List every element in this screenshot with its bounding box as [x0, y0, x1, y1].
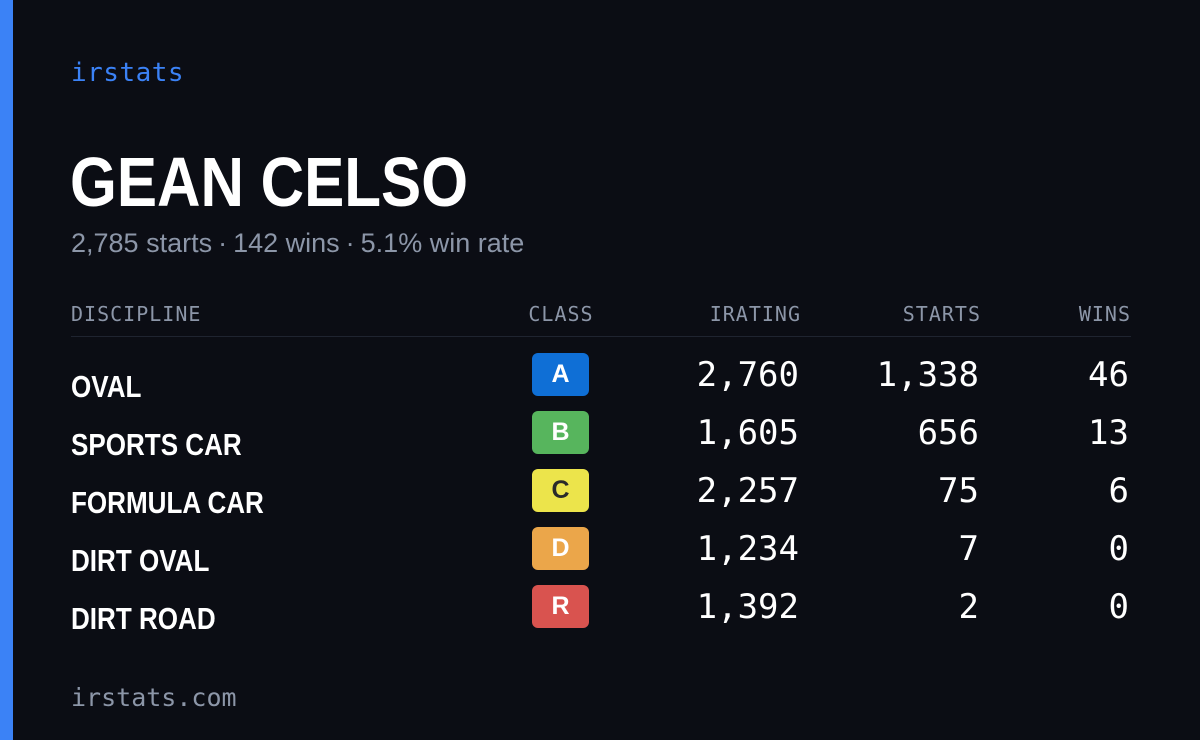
discipline-name: SPORTS CAR [71, 427, 242, 462]
wins-value: 13 [1088, 413, 1129, 453]
wins-value: 46 [1088, 355, 1129, 395]
separator: · [345, 228, 355, 258]
discipline-name: OVAL [71, 369, 142, 404]
driver-summary: 2,785 starts · 142 wins · 5.1% win rate [71, 228, 524, 259]
footer-url[interactable]: irstats.com [71, 683, 237, 712]
table-row: SPORTS CAR B 1,605 656 13 [71, 411, 1131, 469]
separator: · [218, 228, 228, 258]
class-badge: R [532, 585, 589, 628]
table-body: OVAL A 2,760 1,338 46 SPORTS CAR B 1,605… [71, 337, 1131, 643]
starts-value: 7 [958, 529, 979, 569]
irating-value: 2,760 [696, 355, 799, 395]
table-row: OVAL A 2,760 1,338 46 [71, 353, 1131, 411]
discipline-name: DIRT ROAD [71, 601, 216, 636]
table-header: DISCIPLINE CLASS IRATING STARTS WINS [71, 296, 1131, 337]
starts-value: 1,338 [876, 355, 979, 395]
starts-summary: 2,785 starts [71, 228, 213, 258]
class-badge: B [532, 411, 589, 454]
header-starts: STARTS [902, 302, 981, 326]
stats-table: DISCIPLINE CLASS IRATING STARTS WINS OVA… [71, 296, 1131, 643]
accent-bar [0, 0, 13, 740]
table-row: DIRT ROAD R 1,392 2 0 [71, 585, 1131, 643]
driver-name: GEAN CELSO [70, 143, 469, 221]
starts-value: 656 [917, 413, 979, 453]
irating-value: 1,234 [696, 529, 799, 569]
discipline-name: DIRT OVAL [71, 543, 210, 578]
header-discipline: DISCIPLINE [71, 302, 202, 326]
discipline-name: FORMULA CAR [71, 485, 264, 520]
irating-value: 1,392 [696, 587, 799, 627]
starts-value: 75 [938, 471, 979, 511]
starts-value: 2 [958, 587, 979, 627]
class-badge: D [532, 527, 589, 570]
class-badge: C [532, 469, 589, 512]
header-wins: WINS [1078, 302, 1131, 326]
header-irating: IRATING [709, 302, 801, 326]
class-badge: A [532, 353, 589, 396]
wins-value: 0 [1108, 587, 1129, 627]
win-rate-summary: 5.1% win rate [360, 228, 525, 258]
table-row: DIRT OVAL D 1,234 7 0 [71, 527, 1131, 585]
wins-value: 6 [1108, 471, 1129, 511]
brand-logo[interactable]: irstats [71, 58, 185, 88]
irating-value: 1,605 [696, 413, 799, 453]
wins-summary: 142 wins [233, 228, 340, 258]
wins-value: 0 [1108, 529, 1129, 569]
header-class: CLASS [528, 302, 594, 326]
table-row: FORMULA CAR C 2,257 75 6 [71, 469, 1131, 527]
irating-value: 2,257 [696, 471, 799, 511]
